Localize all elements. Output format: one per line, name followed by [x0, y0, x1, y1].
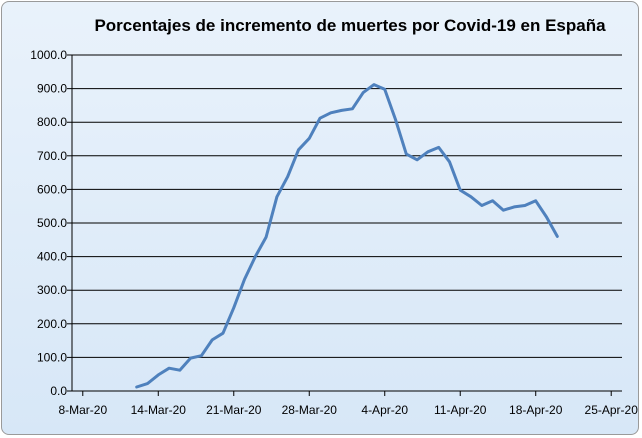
- data-point: [275, 195, 279, 198]
- y-tick-label: 800.0: [37, 115, 67, 129]
- data-point: [372, 83, 376, 86]
- data-point: [405, 152, 408, 156]
- data-point: [243, 278, 246, 281]
- data-point: [308, 137, 311, 140]
- data-point: [415, 158, 419, 162]
- data-point: [523, 204, 527, 207]
- data-point: [146, 382, 149, 385]
- chart-title: Porcentajes de incremento de muertes por…: [94, 16, 606, 35]
- x-tick-label: 21-Mar-20: [206, 403, 262, 417]
- data-point: [361, 91, 365, 94]
- data-point: [232, 306, 235, 309]
- x-tick-label: 8-Mar-20: [58, 403, 107, 417]
- data-point: [545, 215, 548, 219]
- data-point: [459, 188, 462, 192]
- y-tick-label: 900.0: [37, 82, 67, 96]
- data-point: [469, 195, 473, 198]
- x-tick-label: 28-Mar-20: [282, 403, 338, 417]
- y-tick-label: 300.0: [37, 283, 67, 297]
- y-tick-label: 500.0: [37, 216, 67, 230]
- y-tick-label: 200.0: [37, 317, 67, 331]
- data-point: [383, 88, 386, 91]
- data-point: [286, 175, 289, 178]
- data-point: [210, 338, 214, 342]
- data-point: [297, 148, 300, 151]
- y-tick-label: 1000.0: [30, 48, 67, 62]
- data-point: [167, 366, 171, 370]
- data-point: [480, 204, 484, 207]
- data-point: [426, 150, 430, 153]
- y-tick-label: 700.0: [37, 149, 67, 163]
- data-point: [189, 356, 192, 360]
- data-point: [394, 118, 397, 121]
- data-point: [318, 116, 322, 120]
- data-point: [448, 160, 451, 164]
- data-point: [254, 255, 257, 258]
- data-point: [135, 385, 138, 389]
- data-point: [157, 373, 160, 377]
- y-tick-label: 600.0: [37, 182, 67, 196]
- data-point: [512, 205, 516, 209]
- x-tick-label: 14-Mar-20: [131, 403, 187, 417]
- y-tick-label: 100.0: [37, 350, 67, 364]
- data-point: [556, 235, 559, 238]
- data-point: [340, 109, 343, 112]
- series-line: [135, 83, 559, 389]
- data-point: [221, 332, 225, 335]
- data-point: [491, 199, 494, 203]
- x-tick-label: 18-Apr-20: [509, 403, 563, 417]
- data-point: [351, 107, 354, 110]
- data-point: [502, 209, 505, 212]
- data-point: [329, 111, 333, 114]
- x-tick-label: 25-Apr-20: [585, 403, 639, 417]
- data-point: [437, 146, 440, 149]
- x-tick-label: 4-Apr-20: [361, 403, 408, 417]
- data-point: [264, 235, 268, 239]
- y-tick-label: 0.0: [50, 384, 67, 398]
- data-point: [534, 199, 537, 203]
- data-point: [178, 368, 182, 372]
- y-tick-label: 400.0: [37, 250, 67, 264]
- x-tick-label: 11-Apr-20: [434, 403, 487, 417]
- data-point: [200, 354, 203, 357]
